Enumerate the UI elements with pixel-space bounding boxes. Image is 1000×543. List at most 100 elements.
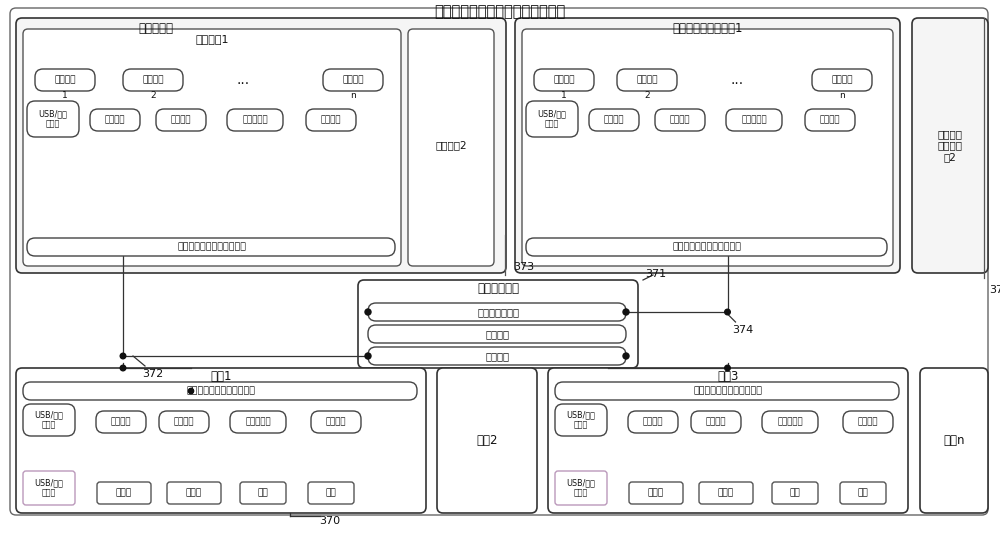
Text: 应用程序: 应用程序 xyxy=(142,75,164,85)
Text: 1: 1 xyxy=(62,92,68,100)
FancyBboxPatch shape xyxy=(691,411,741,433)
Text: 370: 370 xyxy=(319,516,341,526)
FancyBboxPatch shape xyxy=(240,482,286,504)
Text: 终端n: 终端n xyxy=(943,434,965,447)
FancyBboxPatch shape xyxy=(368,347,626,365)
FancyBboxPatch shape xyxy=(408,29,494,266)
Text: 远程桌面物理计算机1: 远程桌面物理计算机1 xyxy=(672,22,743,35)
FancyBboxPatch shape xyxy=(655,109,705,131)
Text: 多媒体服务: 多媒体服务 xyxy=(777,418,803,426)
Text: 显示服务: 显示服务 xyxy=(643,418,663,426)
FancyBboxPatch shape xyxy=(617,69,677,91)
Text: 2: 2 xyxy=(150,92,156,100)
Text: 显示服务: 显示服务 xyxy=(111,418,131,426)
FancyBboxPatch shape xyxy=(96,411,146,433)
FancyBboxPatch shape xyxy=(227,109,283,131)
Text: 音频服务: 音频服务 xyxy=(670,116,690,124)
Text: 终端3: 终端3 xyxy=(717,370,739,383)
FancyBboxPatch shape xyxy=(311,411,361,433)
Text: 音频服务: 音频服务 xyxy=(706,418,726,426)
FancyBboxPatch shape xyxy=(230,411,286,433)
Text: USB/串并
口服务: USB/串并 口服务 xyxy=(567,411,595,430)
Circle shape xyxy=(623,309,629,315)
Text: 远程桌面协议虚拟通道服务: 远程桌面协议虚拟通道服务 xyxy=(694,387,763,395)
FancyBboxPatch shape xyxy=(368,325,626,343)
Text: 远程桌面协议虚拟通道服务: 远程桌面协议虚拟通道服务 xyxy=(673,243,742,251)
FancyBboxPatch shape xyxy=(526,101,578,137)
Text: n: n xyxy=(839,92,845,100)
Text: 键鼠服务: 键鼠服务 xyxy=(321,116,341,124)
Circle shape xyxy=(188,388,194,394)
Text: 摄像头: 摄像头 xyxy=(648,489,664,497)
FancyBboxPatch shape xyxy=(589,109,639,131)
FancyBboxPatch shape xyxy=(526,238,887,256)
Text: USB/串并
口外设: USB/串并 口外设 xyxy=(567,478,595,498)
FancyBboxPatch shape xyxy=(323,69,383,91)
FancyBboxPatch shape xyxy=(629,482,683,504)
FancyBboxPatch shape xyxy=(522,29,893,266)
FancyBboxPatch shape xyxy=(27,238,395,256)
Text: 虚拟化计算机和物理计算机资源池: 虚拟化计算机和物理计算机资源池 xyxy=(434,4,566,20)
Text: 音频服务: 音频服务 xyxy=(174,418,194,426)
Text: 显示器: 显示器 xyxy=(718,489,734,497)
Text: 登录管理: 登录管理 xyxy=(486,351,510,361)
Circle shape xyxy=(365,353,371,359)
Text: 远程桌面
物理计算
机2: 远程桌面 物理计算 机2 xyxy=(938,129,962,162)
FancyBboxPatch shape xyxy=(699,482,753,504)
FancyBboxPatch shape xyxy=(515,18,900,273)
Text: 远程桌面协议虚拟通道服务: 远程桌面协议虚拟通道服务 xyxy=(178,243,246,251)
FancyBboxPatch shape xyxy=(23,382,417,400)
Text: 耳麦: 耳麦 xyxy=(258,489,268,497)
Text: 375: 375 xyxy=(989,285,1000,295)
Text: n: n xyxy=(350,92,356,100)
Text: 耳麦: 耳麦 xyxy=(790,489,800,497)
FancyBboxPatch shape xyxy=(358,280,638,368)
Text: 多媒体服务: 多媒体服务 xyxy=(242,116,268,124)
FancyBboxPatch shape xyxy=(167,482,221,504)
FancyBboxPatch shape xyxy=(812,69,872,91)
FancyBboxPatch shape xyxy=(555,471,607,505)
FancyBboxPatch shape xyxy=(23,471,75,505)
FancyBboxPatch shape xyxy=(16,18,506,273)
FancyBboxPatch shape xyxy=(920,368,988,513)
FancyBboxPatch shape xyxy=(23,29,401,266)
Text: 终端2: 终端2 xyxy=(476,434,498,447)
Text: 键盘: 键盘 xyxy=(326,489,336,497)
Text: 应用程序: 应用程序 xyxy=(636,75,658,85)
FancyBboxPatch shape xyxy=(16,368,426,513)
Text: 显示服务: 显示服务 xyxy=(604,116,624,124)
Text: 虚拟桌面1: 虚拟桌面1 xyxy=(195,34,229,44)
Text: 远程桌面协议虚拟通道服务: 远程桌面协议虚拟通道服务 xyxy=(186,387,256,395)
FancyBboxPatch shape xyxy=(548,368,908,513)
Text: 显示服务: 显示服务 xyxy=(105,116,125,124)
FancyBboxPatch shape xyxy=(159,411,209,433)
FancyBboxPatch shape xyxy=(628,411,678,433)
Text: 应用程序: 应用程序 xyxy=(831,75,853,85)
Text: 显示器: 显示器 xyxy=(186,489,202,497)
FancyBboxPatch shape xyxy=(97,482,151,504)
FancyBboxPatch shape xyxy=(912,18,988,273)
Text: 374: 374 xyxy=(732,325,753,335)
Text: 键盘: 键盘 xyxy=(858,489,868,497)
Text: 音频服务: 音频服务 xyxy=(171,116,191,124)
FancyBboxPatch shape xyxy=(308,482,354,504)
Text: 键鼠服务: 键鼠服务 xyxy=(858,418,878,426)
Text: 应用程序: 应用程序 xyxy=(553,75,575,85)
Circle shape xyxy=(188,388,194,394)
Text: 应用程序: 应用程序 xyxy=(342,75,364,85)
Text: 键鼠服务: 键鼠服务 xyxy=(326,418,346,426)
Circle shape xyxy=(725,365,730,371)
Text: USB/串并
口服务: USB/串并 口服务 xyxy=(39,109,67,129)
Text: ...: ... xyxy=(730,73,744,87)
FancyBboxPatch shape xyxy=(90,109,140,131)
FancyBboxPatch shape xyxy=(840,482,886,504)
Text: 终端1: 终端1 xyxy=(210,370,232,383)
Text: 372: 372 xyxy=(142,369,164,379)
Text: 远程服务器: 远程服务器 xyxy=(138,22,174,35)
FancyBboxPatch shape xyxy=(772,482,818,504)
FancyBboxPatch shape xyxy=(27,101,79,137)
FancyBboxPatch shape xyxy=(555,382,899,400)
Text: USB/串并
口服务: USB/串并 口服务 xyxy=(538,109,566,129)
FancyBboxPatch shape xyxy=(156,109,206,131)
Circle shape xyxy=(365,309,371,315)
